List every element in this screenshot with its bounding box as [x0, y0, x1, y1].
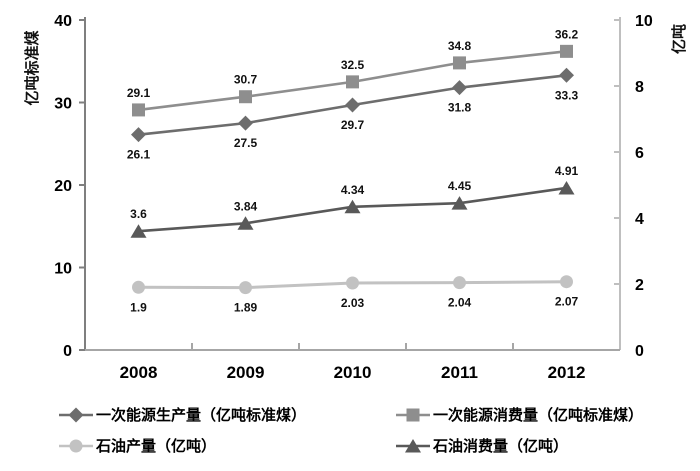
x-axis-category-label: 2009	[227, 363, 265, 382]
data-point-label: 30.7	[234, 73, 258, 87]
x-axis-category-label: 2008	[120, 363, 158, 382]
series-circle: 1.9 1.89 2.03 2.04 2.07	[130, 275, 579, 315]
diamond-marker-icon	[345, 97, 360, 113]
data-point-label: 2.04	[448, 296, 472, 310]
data-point-label: 4.45	[448, 179, 472, 193]
diamond-marker-icon	[68, 407, 84, 422]
data-point-label: 33.3	[555, 88, 579, 102]
data-point-label: 4.34	[341, 183, 365, 197]
x-axis-category-label: 2011	[441, 363, 478, 382]
legend-triangle-swatch-icon	[396, 438, 430, 452]
data-point-label: 3.84	[234, 199, 258, 213]
data-point-label: 1.89	[234, 301, 258, 315]
series-square: 29.1 30.7 32.5 34.8 36.2	[127, 27, 579, 117]
circle-marker-icon	[453, 276, 466, 290]
left-axis-tick-label: 0	[63, 343, 72, 360]
diamond-marker-icon	[559, 67, 574, 83]
data-point-label: 31.8	[448, 101, 472, 115]
right-axis-tick-label: 6	[635, 145, 644, 162]
triangle-marker-icon	[405, 438, 421, 452]
right-axis-tick-label: 0	[635, 343, 644, 360]
diamond-marker-icon	[131, 127, 146, 143]
data-point-label: 3.6	[130, 207, 147, 221]
right-axis-tick-label: 10	[635, 13, 653, 30]
left-axis-tick-label: 30	[54, 96, 72, 113]
x-axis-category-label: 2012	[548, 363, 586, 382]
data-point-label: 4.91	[555, 164, 579, 178]
left-axis-tick-label: 10	[54, 261, 72, 278]
triangle-marker-icon	[558, 180, 575, 195]
legend-item-diamond: 一次能源生产量（亿吨标准煤）	[58, 404, 395, 425]
data-point-label: 32.5	[341, 58, 365, 72]
legend-label: 石油产量（亿吨）	[96, 438, 217, 455]
series-diamond: 26.1 27.5 29.7 31.8 33.3	[127, 67, 579, 162]
legend-circle-swatch-icon	[59, 439, 93, 452]
triangle-marker-icon	[344, 199, 361, 214]
data-point-label: 29.1	[127, 86, 151, 100]
series-triangle: 3.6 3.84 4.34 4.45 4.91	[130, 164, 579, 238]
legend-item-square: 一次能源消费量（亿吨标准煤）	[395, 404, 684, 425]
left-axis-tick-label: 40	[54, 13, 72, 30]
data-point-label: 34.8	[448, 39, 472, 53]
diamond-marker-icon	[452, 80, 467, 96]
x-axis-category-label: 2010	[334, 363, 372, 382]
data-point-label: 2.03	[341, 296, 365, 310]
circle-marker-icon	[560, 275, 573, 289]
legend-square-swatch-icon	[396, 408, 430, 421]
legend-item-circle: 石油产量（亿吨）	[58, 435, 395, 456]
legend-item-triangle: 石油消费量（亿吨）	[395, 435, 684, 456]
square-marker-icon	[406, 408, 420, 421]
square-marker-icon	[453, 56, 466, 70]
right-axis-tick-label: 2	[635, 277, 644, 294]
triangle-marker-icon	[451, 196, 468, 210]
data-point-label: 26.1	[127, 148, 151, 162]
data-point-label: 1.9	[130, 300, 147, 314]
diamond-marker-icon	[238, 115, 253, 131]
data-point-label: 36.2	[555, 27, 579, 41]
square-marker-icon	[132, 103, 145, 117]
right-axis-tick-label: 8	[635, 79, 644, 96]
legend-label: 石油消费量（亿吨）	[433, 438, 569, 455]
square-marker-icon	[560, 44, 573, 58]
data-point-label: 29.7	[341, 118, 365, 132]
circle-marker-icon	[239, 281, 252, 295]
circle-marker-icon	[69, 439, 83, 452]
triangle-marker-icon	[130, 224, 147, 238]
data-point-label: 2.07	[555, 295, 579, 309]
triangle-marker-icon	[237, 216, 254, 230]
square-marker-icon	[239, 90, 252, 104]
legend-label: 一次能源消费量（亿吨标准煤）	[433, 407, 644, 424]
right-axis-tick-label: 4	[635, 211, 644, 228]
data-point-label: 27.5	[234, 136, 258, 150]
circle-marker-icon	[132, 280, 145, 294]
plot-area: 0 10 20 30 40 0 2 4 6 8 10 2008 2009 2010 2011 2012 26.1…	[54, 13, 653, 382]
circle-marker-icon	[346, 276, 359, 290]
legend-label: 一次能源生产量（亿吨标准煤）	[96, 407, 307, 424]
legend-diamond-swatch-icon	[59, 407, 93, 422]
chart-legend: 一次能源生产量（亿吨标准煤） 一次能源消费量（亿吨标准煤） 石油产量（亿吨） 石油消费…	[58, 399, 684, 461]
square-marker-icon	[346, 75, 359, 89]
left-axis-tick-label: 20	[54, 178, 72, 195]
